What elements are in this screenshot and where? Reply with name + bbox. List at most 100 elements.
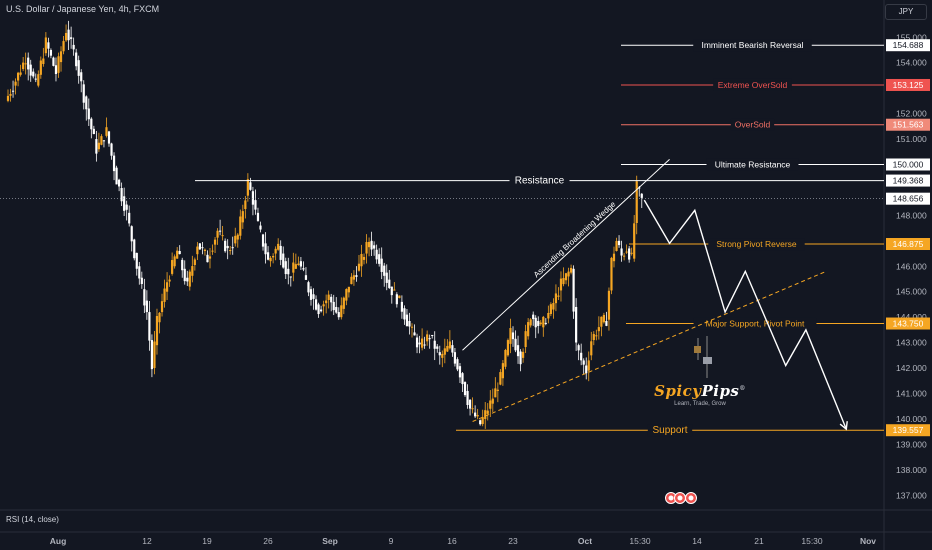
candle-body <box>623 255 626 257</box>
economic-event-icon-dot <box>677 495 683 501</box>
candle-body <box>110 143 113 156</box>
y-tick-label: 141.000 <box>896 388 927 398</box>
wedge-lower-line <box>472 270 827 422</box>
candle-body <box>357 263 361 271</box>
candle-body <box>14 81 17 86</box>
candle-body <box>628 248 631 260</box>
candle-body <box>24 63 27 65</box>
candle-body <box>529 319 532 326</box>
candle-body <box>213 239 217 245</box>
candle-body <box>219 230 222 232</box>
candle-body <box>456 359 459 370</box>
candle-body <box>221 235 224 237</box>
candle-body <box>544 322 547 324</box>
candle-body <box>206 254 209 263</box>
candle-body <box>47 42 50 49</box>
candle-body <box>451 345 454 353</box>
candle-body <box>461 373 464 385</box>
candle-body <box>640 193 643 198</box>
candle-body <box>224 240 227 252</box>
candle-body <box>423 344 426 346</box>
candle-body <box>193 259 196 265</box>
level-name: Extreme OverSold <box>718 80 788 90</box>
level-name: Ultimate Resistance <box>715 159 791 169</box>
candle-body <box>327 294 330 300</box>
candle-body <box>70 37 73 39</box>
candle-body <box>633 223 636 259</box>
candle-body <box>309 289 313 300</box>
economic-event-icon-dot <box>668 495 674 501</box>
candle-body <box>413 332 416 336</box>
candle-body <box>244 200 247 210</box>
economic-event-icon-dot <box>688 495 694 501</box>
candle-body <box>630 252 633 254</box>
candle-body <box>320 309 323 312</box>
candle-body <box>524 331 527 348</box>
candle-body <box>304 275 308 280</box>
x-tick-label: 23 <box>508 536 518 546</box>
rsi-indicator-label[interactable]: RSI (14, close) <box>6 515 59 524</box>
level-price: 150.000 <box>893 159 924 169</box>
candle-body <box>107 131 111 144</box>
x-tick-label: 9 <box>389 536 394 546</box>
candle-body <box>476 414 479 417</box>
candle-body <box>6 95 10 101</box>
candle-body <box>367 241 371 248</box>
candle-body <box>443 348 446 355</box>
candle-body <box>279 245 282 260</box>
candle-body <box>390 286 393 296</box>
level-price: 154.688 <box>893 40 924 50</box>
level-price: 146.875 <box>893 239 924 249</box>
candle-body <box>196 246 199 255</box>
candle-body <box>436 346 439 349</box>
candle-body <box>577 345 580 351</box>
candle-body <box>463 382 467 396</box>
candle-body <box>90 118 93 130</box>
candle-body <box>299 261 302 267</box>
candle-body <box>54 65 58 75</box>
candle-body <box>254 200 257 210</box>
candle-body <box>118 179 121 187</box>
candle-body <box>484 410 487 419</box>
x-tick-label: Aug <box>50 536 67 546</box>
level-name: Resistance <box>515 176 565 187</box>
candle-body <box>269 257 272 262</box>
candle-body <box>274 248 277 254</box>
level-price-tag <box>886 158 930 171</box>
level-name: Imminent Bearish Reversal <box>701 40 803 50</box>
x-tick-label: 15:30 <box>629 536 651 546</box>
y-tick-label: 142.000 <box>896 363 927 373</box>
candle-body <box>587 360 590 371</box>
current-price-value: 148.656 <box>893 194 924 204</box>
x-tick-label: Nov <box>860 536 876 546</box>
brand-tagline: Learn, Trade, Grow <box>674 401 726 407</box>
candle-body <box>186 277 189 282</box>
candle-body <box>9 93 12 96</box>
candle-body <box>325 300 328 304</box>
candle-body <box>590 341 593 356</box>
level-label-bg <box>509 174 570 187</box>
candle-body <box>67 29 70 41</box>
x-tick-label: Oct <box>578 536 592 546</box>
candle-body <box>173 256 176 267</box>
candle-body <box>208 256 212 259</box>
level-price-tag <box>886 317 930 330</box>
candle-body <box>168 279 171 282</box>
candle-body <box>39 60 42 75</box>
candle-body <box>337 312 340 318</box>
candle-body <box>504 349 507 367</box>
candle-body <box>289 276 292 278</box>
candle-body <box>350 276 353 285</box>
currency-button[interactable]: JPY <box>885 4 927 20</box>
candle-body <box>183 268 186 282</box>
candle-body <box>297 263 300 265</box>
level-price: 139.557 <box>893 425 924 435</box>
current-price-tag <box>886 192 930 205</box>
candle-body <box>380 258 383 272</box>
candle-body <box>539 322 542 325</box>
candle-body <box>330 296 333 303</box>
candle-body <box>261 234 265 247</box>
candle-body <box>246 179 249 196</box>
candle-body <box>44 37 47 54</box>
